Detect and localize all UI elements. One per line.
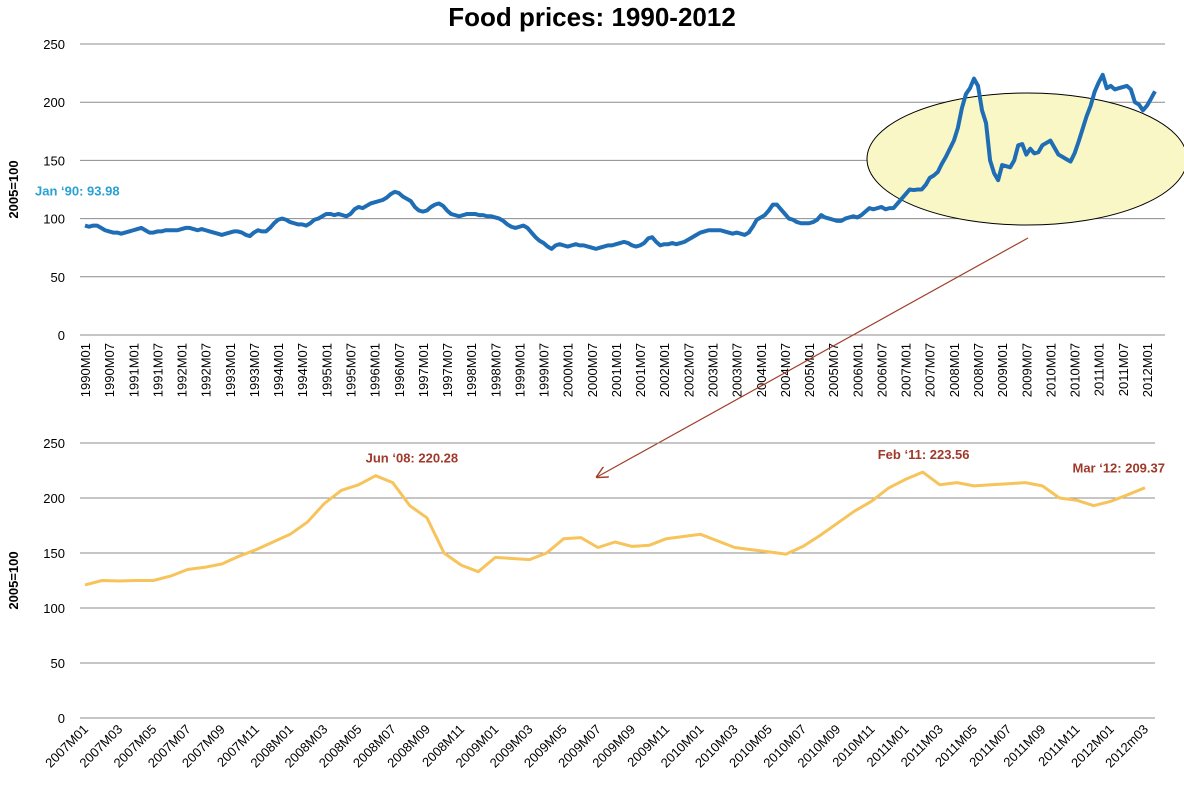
x-tick-label: 1994M07 (295, 343, 310, 397)
x-tick-label: 1996M07 (392, 343, 407, 397)
y-tick-label: 150 (43, 153, 65, 168)
y-axis-label: 2005=100 (6, 551, 21, 609)
x-tick-label: 2005M07 (826, 343, 841, 397)
x-tick-label: 1997M07 (440, 343, 455, 397)
x-tick-label: 1999M01 (512, 343, 527, 397)
x-tick-label: 2010M01 (1043, 343, 1058, 397)
y-tick-label: 50 (51, 656, 65, 671)
x-tick-label: 2011M07 (1116, 343, 1131, 396)
y-tick-label: 0 (58, 328, 65, 343)
chart-title: Food prices: 1990-2012 (448, 2, 736, 32)
x-tick-label: 1992M01 (175, 343, 190, 397)
x-tick-label: 2008M07 (971, 343, 986, 397)
x-tick-label: 2003M07 (730, 343, 745, 397)
x-tick-label: 1998M01 (464, 343, 479, 397)
x-tick-label: 2006M01 (850, 343, 865, 397)
x-tick-label: 1997M01 (416, 343, 431, 397)
x-tick-label: 2012M01 (1140, 343, 1155, 397)
x-tick-label: 1992M07 (199, 343, 214, 397)
y-tick-label: 200 (43, 491, 65, 506)
x-tick-label: 2006M07 (874, 343, 889, 397)
y-tick-label: 100 (43, 601, 65, 616)
annotation: Jun ‘08: 220.28 (366, 451, 459, 466)
highlight-ellipse (866, 92, 1184, 226)
data-line (84, 72, 1157, 251)
y-tick-label: 150 (43, 546, 65, 561)
y-tick-label: 250 (43, 37, 65, 52)
x-tick-label: 1999M07 (537, 343, 552, 397)
top-line-layer: Jan ‘90: 93.98 (35, 72, 1157, 251)
x-tick-label: 2008M01 (947, 343, 962, 397)
x-tick-label: 2000M07 (585, 343, 600, 397)
bottom-chart: 0501001502002502005=1002007M012007M03200… (6, 436, 1165, 770)
x-tick-label: 1998M07 (488, 343, 503, 397)
x-tick-label: 2003M01 (706, 343, 721, 397)
x-tick-label: 2002M01 (657, 343, 672, 397)
annotation: Jan ‘90: 93.98 (35, 184, 120, 199)
x-tick-label: 1995M07 (343, 343, 358, 397)
x-tick-label: 2010M07 (1068, 343, 1083, 397)
x-tick-label: 1991M07 (150, 343, 165, 397)
top-chart: 0 50 100 150 200 250 2005=100 1990M01 1990M07 199… (6, 37, 1165, 397)
x-tick-label: 1991M01 (126, 343, 141, 397)
data-line (84, 470, 1146, 587)
y-axis-label: 2005=100 (6, 160, 21, 218)
y-tick-label: 0 (58, 711, 65, 726)
x-tick-label: 2009M07 (1019, 343, 1034, 397)
y-tick-label: 250 (43, 436, 65, 451)
x-tick-label: 2005M01 (802, 343, 817, 397)
x-tick-label: 2001M07 (633, 343, 648, 397)
x-tick-label: 1995M01 (319, 343, 334, 397)
x-tick-label: 2001M01 (609, 343, 624, 397)
x-tick-label: 2000M01 (561, 343, 576, 397)
x-tick-label: 1994M01 (271, 343, 286, 397)
x-tick-label: 1996M01 (368, 343, 383, 397)
x-tick-label: 2002M07 (681, 343, 696, 397)
y-tick-label: 200 (43, 95, 65, 110)
x-tick-label: 1993M01 (223, 343, 238, 397)
x-tick-label: 2004M07 (778, 343, 793, 397)
annotation: Feb ‘11: 223.56 (878, 447, 970, 462)
x-tick-label: 1990M07 (102, 343, 117, 397)
annotation: Mar ‘12: 209.37 (1072, 461, 1165, 476)
x-tick-label: 2007M07 (923, 343, 938, 397)
x-tick-label: 2007M01 (899, 343, 914, 397)
y-tick-label: 50 (51, 270, 65, 285)
zoom-arrow (597, 237, 1029, 477)
x-tick-label: 2011M01 (1092, 343, 1107, 396)
x-tick-label: 1993M07 (247, 343, 262, 397)
x-tick-label: 1990M01 (78, 343, 93, 397)
x-tick-label: 2009M01 (995, 343, 1010, 397)
y-tick-label: 100 (43, 212, 65, 227)
